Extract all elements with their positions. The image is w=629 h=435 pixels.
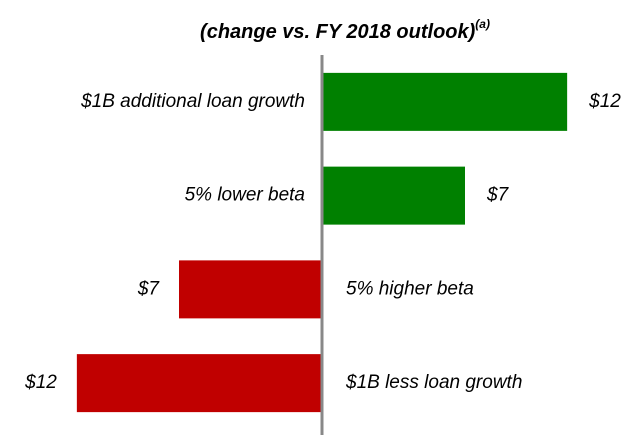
category-label: 5% higher beta <box>346 278 474 299</box>
category-label: $1B additional loan growth <box>80 91 305 112</box>
value-label: $7 <box>486 185 510 206</box>
title-text: (change vs. FY 2018 outlook) <box>200 21 476 43</box>
bar <box>179 260 322 319</box>
bar <box>322 72 568 131</box>
value-label: $7 <box>137 278 161 299</box>
title-superscript: (a) <box>475 17 490 31</box>
chart-title: (change vs. FY 2018 outlook)(a) <box>200 17 490 43</box>
bar <box>76 354 322 413</box>
value-label: $12 <box>588 91 621 112</box>
bar <box>322 166 465 225</box>
value-label: $12 <box>24 372 57 393</box>
category-label: 5% lower beta <box>185 185 305 206</box>
category-label: $1B less loan growth <box>345 372 522 393</box>
